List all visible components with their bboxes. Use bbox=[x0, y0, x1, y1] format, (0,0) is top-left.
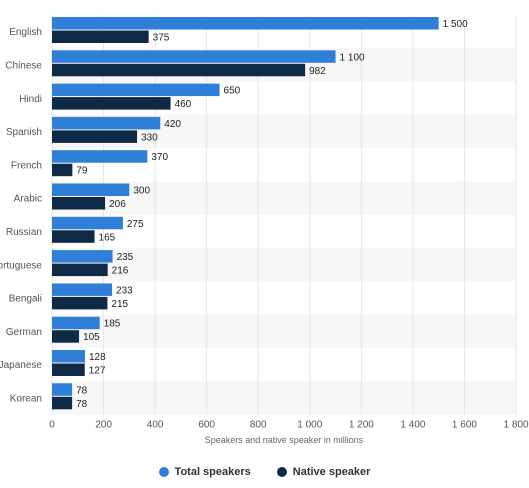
data-label: 982 bbox=[309, 66, 326, 77]
data-label: 420 bbox=[164, 119, 181, 130]
x-tick-label: 800 bbox=[250, 420, 267, 431]
bar-total-speakers[interactable] bbox=[52, 150, 148, 163]
category-label: Chinese bbox=[5, 60, 42, 71]
bar-native-speaker[interactable] bbox=[52, 63, 306, 77]
bar-total-speakers[interactable] bbox=[52, 216, 123, 230]
row-stripe bbox=[52, 248, 516, 282]
category-label: French bbox=[11, 160, 42, 171]
data-label: 375 bbox=[153, 33, 170, 44]
data-label: 105 bbox=[83, 332, 100, 343]
x-tick-label: 600 bbox=[198, 420, 215, 431]
bar-total-speakers[interactable] bbox=[52, 17, 439, 30]
bar-total-speakers[interactable] bbox=[52, 183, 130, 197]
legend-dot-total bbox=[158, 467, 169, 477]
bar-native-speaker[interactable] bbox=[52, 97, 171, 110]
category-label: German bbox=[6, 327, 42, 338]
gridlines bbox=[51, 15, 517, 415]
x-tick-label: 400 bbox=[147, 420, 164, 431]
bar-total-speakers[interactable] bbox=[52, 283, 113, 296]
data-label: 1 100 bbox=[340, 52, 365, 63]
row-stripes bbox=[52, 48, 516, 415]
bar-total-speakers[interactable] bbox=[52, 83, 220, 97]
bar-total-speakers[interactable] bbox=[52, 350, 85, 363]
data-label: 78 bbox=[76, 399, 88, 410]
category-label: Korean bbox=[10, 393, 42, 404]
x-tick-label: 1 800 bbox=[503, 420, 528, 431]
legend: Total speakers Native speaker bbox=[0, 466, 529, 478]
bar-total-speakers[interactable] bbox=[52, 50, 336, 63]
data-label: 78 bbox=[76, 385, 88, 396]
data-label: 215 bbox=[111, 299, 128, 310]
data-label: 370 bbox=[151, 152, 168, 163]
category-label: Portuguese bbox=[0, 260, 42, 271]
row-stripe bbox=[52, 314, 516, 348]
category-labels: English Chinese Hindi Spanish French Arabic Ru… bbox=[0, 27, 42, 404]
x-tick-label: 200 bbox=[95, 420, 112, 431]
data-label: 79 bbox=[76, 166, 88, 177]
bar-native-speaker[interactable] bbox=[52, 30, 149, 44]
legend-label-native: Native speaker bbox=[292, 466, 371, 478]
legend-item-total[interactable]: Total speakers bbox=[158, 466, 251, 478]
bar-native-speaker[interactable] bbox=[52, 130, 138, 143]
x-tick-label: 1 200 bbox=[349, 420, 374, 431]
bar-native-speaker[interactable] bbox=[52, 296, 108, 310]
bar-total-speakers[interactable] bbox=[52, 116, 161, 130]
x-tick-label: 1 400 bbox=[400, 420, 425, 431]
category-label: Japanese bbox=[0, 360, 42, 371]
data-label: 275 bbox=[127, 219, 144, 230]
data-label: 1 500 bbox=[443, 19, 468, 30]
data-label: 650 bbox=[224, 86, 241, 97]
x-tick-label: 0 bbox=[49, 420, 55, 431]
bar-total-speakers[interactable] bbox=[52, 383, 73, 396]
x-axis-ticks: 0 200 400 600 800 1 000 1 200 1 400 1 600 1 800 bbox=[49, 420, 529, 431]
category-label: Bengali bbox=[9, 294, 42, 305]
category-label: Hindi bbox=[19, 94, 42, 105]
bar-total-speakers[interactable] bbox=[52, 250, 113, 263]
bar-total-speakers[interactable] bbox=[52, 316, 100, 330]
bar-native-speaker[interactable] bbox=[52, 230, 95, 243]
x-tick-label: 1 600 bbox=[452, 420, 477, 431]
data-label: 235 bbox=[117, 252, 134, 263]
category-label: English bbox=[9, 27, 42, 38]
x-tick-label: 1 000 bbox=[297, 420, 322, 431]
x-axis-label: Speakers and native speaker in millions bbox=[205, 435, 364, 445]
data-label: 127 bbox=[89, 366, 106, 377]
legend-dot-native bbox=[276, 467, 287, 477]
category-label: Arabic bbox=[14, 194, 42, 205]
data-label: 206 bbox=[109, 199, 126, 210]
data-label: 216 bbox=[112, 266, 129, 277]
bar-native-speaker[interactable] bbox=[52, 163, 73, 177]
data-label: 128 bbox=[89, 352, 106, 363]
data-label: 300 bbox=[133, 186, 150, 197]
category-label: Russian bbox=[6, 227, 42, 238]
data-label: 185 bbox=[104, 319, 121, 330]
data-label: 460 bbox=[175, 99, 192, 110]
data-label: 165 bbox=[99, 232, 116, 243]
legend-label-total: Total speakers bbox=[174, 466, 251, 478]
bar-native-speaker[interactable] bbox=[52, 396, 73, 410]
bar-native-speaker[interactable] bbox=[52, 197, 106, 210]
data-label: 330 bbox=[141, 132, 158, 143]
bar-native-speaker[interactable] bbox=[52, 263, 108, 277]
data-label: 233 bbox=[116, 285, 133, 296]
category-label: Spanish bbox=[6, 127, 42, 138]
bar-native-speaker[interactable] bbox=[52, 330, 80, 343]
bar-native-speaker[interactable] bbox=[52, 363, 85, 377]
legend-item-native[interactable]: Native speaker bbox=[276, 466, 371, 478]
row-stripe bbox=[52, 381, 516, 415]
